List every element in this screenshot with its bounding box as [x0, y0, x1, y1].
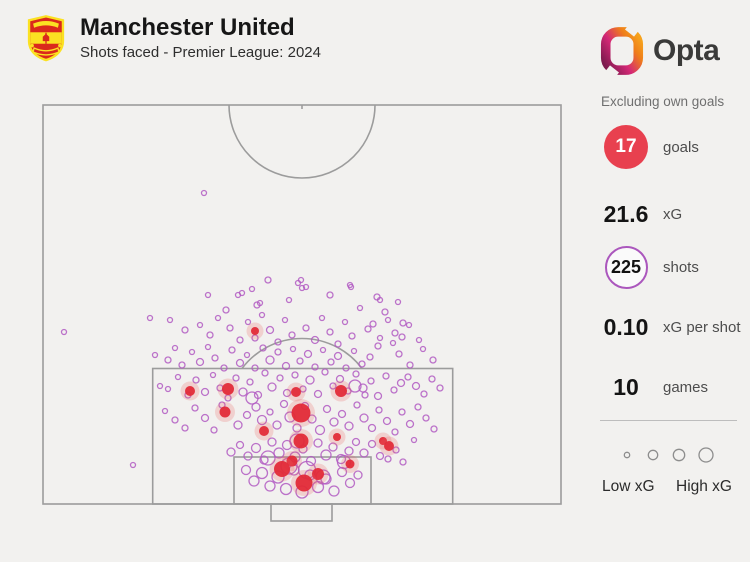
shots-layer: [60, 189, 444, 499]
shots-value-badge: 225: [604, 245, 648, 289]
shots-label: shots: [663, 258, 699, 276]
goals-label: goals: [663, 138, 699, 156]
legend-labels: Low xG High xG: [597, 478, 747, 498]
xg-per-shot-label: xG per shot: [663, 318, 741, 336]
opta-o-icon: [600, 26, 644, 76]
stat-row-games: 10 games: [597, 373, 709, 400]
stats-panel: Opta Excluding own goals 17 goals 21.6 x…: [597, 0, 747, 562]
legend-low-label: Low xG: [602, 478, 655, 495]
xg-per-shot-value: 0.10: [603, 313, 649, 340]
stat-row-goals: 17 goals: [597, 125, 699, 169]
team-name: Manchester United: [80, 14, 295, 42]
legend-high-label: High xG: [676, 478, 732, 495]
stat-row-xg-per-shot: 0.10 xG per shot: [597, 313, 741, 340]
pitch: [42, 104, 562, 522]
games-value: 10: [613, 373, 639, 400]
goal-frame: [270, 503, 333, 522]
opta-logo: Opta: [600, 26, 720, 76]
xg-value: 21.6: [603, 200, 649, 227]
panel-divider: [600, 420, 737, 421]
manchester-united-crest-icon: [25, 14, 67, 62]
goals-value-badge: 17: [604, 125, 648, 169]
penalty-arc: [241, 337, 363, 369]
xg-label: xG: [663, 205, 683, 223]
header-text: Manchester United Shots faced - Premier …: [80, 15, 321, 60]
chart-subtitle: Shots faced - Premier League: 2024: [80, 43, 321, 61]
opta-wordmark: Opta: [653, 34, 720, 67]
stat-row-xg: 21.6 xG: [597, 200, 683, 227]
centre-circle-arc: [228, 104, 376, 179]
excluding-own-goals-note: Excluding own goals: [601, 94, 725, 109]
header: Manchester United Shots faced - Premier …: [25, 14, 321, 62]
legend-size-circles: [623, 447, 714, 463]
stat-row-shots: 225 shots: [597, 245, 699, 289]
games-label: games: [663, 378, 709, 396]
